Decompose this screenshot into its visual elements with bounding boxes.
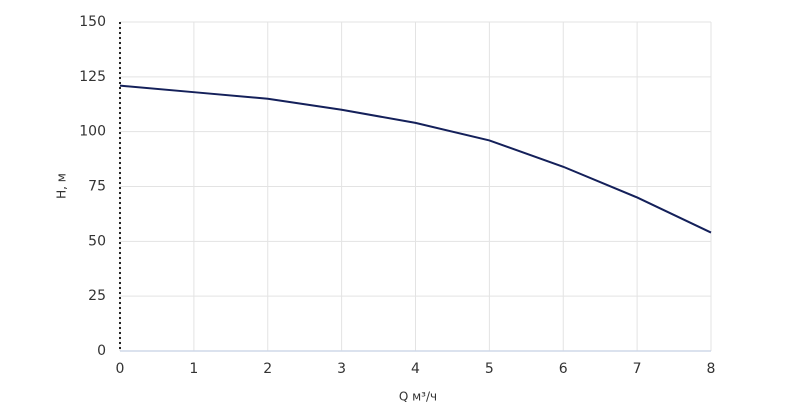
y-tick-label: 100 (79, 124, 106, 140)
x-tick-label: 5 (485, 361, 494, 377)
y-tick-label: 25 (88, 288, 106, 304)
y-tick-label: 150 (79, 14, 106, 30)
y-tick-label: 75 (88, 179, 106, 195)
x-tick-label: 2 (263, 361, 272, 377)
x-tick-label: 6 (559, 361, 568, 377)
y-tick-label: 125 (79, 69, 106, 85)
y-axis-label: H, м (55, 173, 69, 199)
y-tick-label: 0 (97, 343, 106, 359)
x-tick-label: 8 (707, 361, 716, 377)
y-tick-label: 50 (88, 233, 106, 249)
x-tick-label: 7 (633, 361, 642, 377)
x-tick-label: 3 (337, 361, 346, 377)
line (119, 84, 712, 234)
x-axis-label: Q м³/ч (399, 390, 437, 404)
x-tick-label: 4 (411, 361, 420, 377)
x-tick-label: 1 (189, 361, 198, 377)
x-tick-label: 0 (116, 361, 125, 377)
